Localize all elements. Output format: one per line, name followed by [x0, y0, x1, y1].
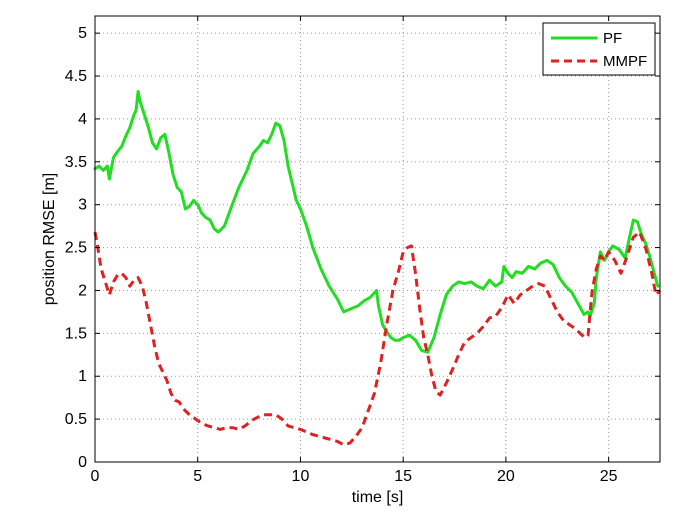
x-tick-label: 0	[91, 468, 100, 485]
legend: PF MMPF	[542, 22, 656, 76]
series-layer	[93, 90, 662, 447]
series-line-pf	[93, 90, 660, 354]
y-tick-label: 2	[78, 282, 87, 299]
y-tick-label: 5	[78, 25, 87, 42]
y-tick-label: 3	[78, 197, 87, 214]
plot-frame	[94, 15, 661, 463]
x-tick-label: 20	[497, 468, 515, 485]
x-tick-label: 15	[394, 468, 412, 485]
axis-ticks: 0 5 10 15 20 25 0 0.5 1 1.5 2 2.5 3 3.5 4 4.5 5	[65, 16, 660, 485]
y-tick-label: 4.5	[65, 68, 87, 85]
x-axis-label: time [s]	[352, 489, 404, 506]
y-tick-label: 4	[78, 111, 87, 128]
y-tick-label: 1.5	[65, 325, 87, 342]
legend-label-mmpf: MMPF	[603, 53, 647, 70]
y-tick-label: 1	[78, 368, 87, 385]
x-tick-label: 10	[292, 468, 310, 485]
legend-label-pf: PF	[603, 30, 622, 47]
x-tick-label: 25	[600, 468, 618, 485]
grid-lines	[94, 16, 660, 463]
y-axis-label: position RMSE [m]	[41, 173, 58, 305]
series-line-mmpf	[93, 230, 662, 447]
y-tick-label: 0.5	[65, 411, 87, 428]
y-tick-label: 2.5	[65, 240, 87, 257]
y-tick-label: 0	[78, 454, 87, 471]
legend-box	[542, 22, 656, 76]
y-tick-label: 3.5	[65, 154, 87, 171]
x-tick-label: 5	[193, 468, 202, 485]
